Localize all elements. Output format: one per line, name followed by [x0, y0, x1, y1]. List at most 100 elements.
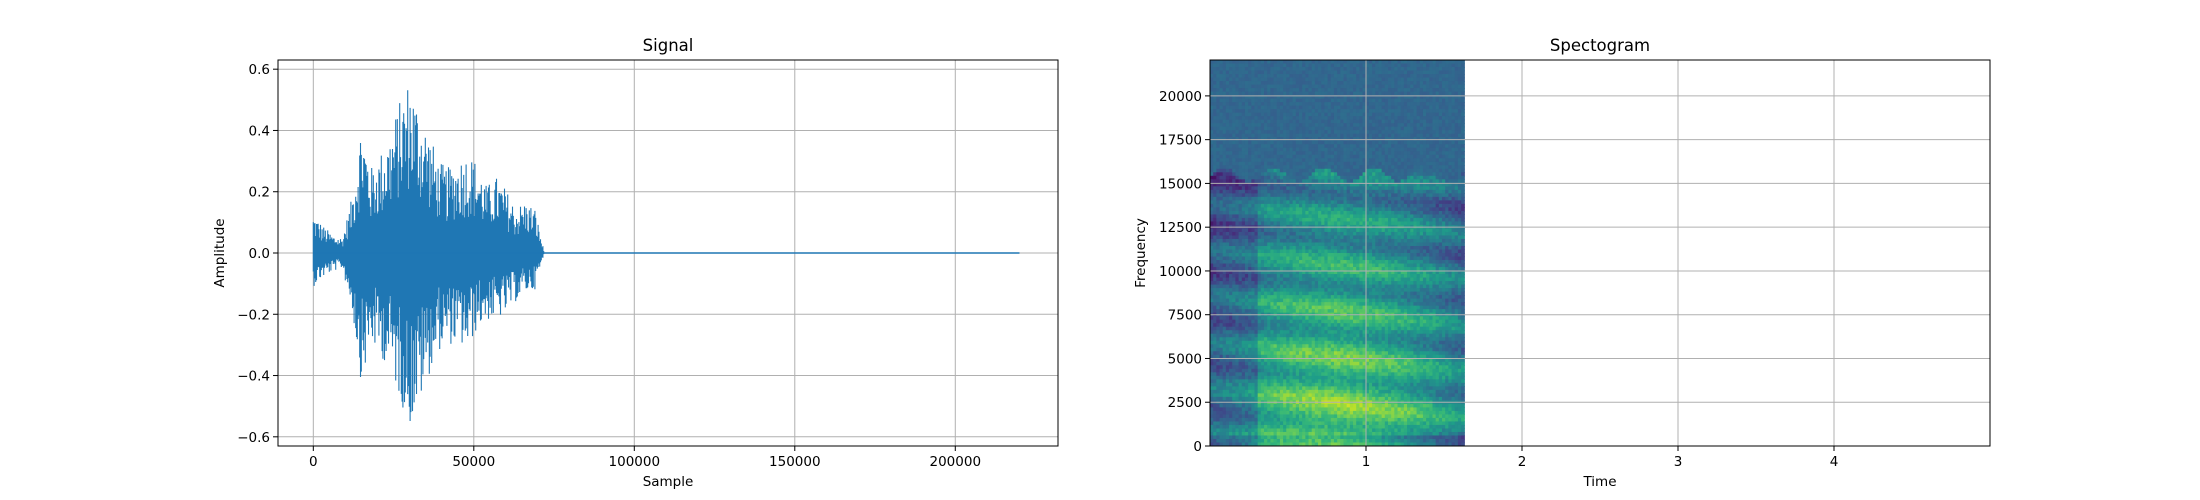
spectrogram-cell: [1283, 270, 1287, 275]
spectrogram-cell: [1216, 182, 1221, 187]
spectrogram-cell: [1267, 288, 1271, 293]
spectrogram-cell: [1314, 309, 1319, 314]
spectrogram-cell: [1299, 337, 1303, 342]
spectrogram-cell: [1222, 140, 1227, 145]
spectrogram-cell: [1299, 84, 1303, 89]
spectrogram-cell: [1286, 263, 1291, 268]
spectrogram-cell: [1248, 242, 1252, 247]
spectrogram-cell: [1219, 365, 1224, 370]
spectrogram-cell: [1225, 133, 1230, 138]
spectrogram-cell: [1267, 379, 1271, 384]
spectrogram-cell: [1299, 77, 1303, 82]
spectrogram-cell: [1235, 249, 1240, 254]
spectrogram-cell: [1292, 186, 1297, 191]
spectrogram-cell: [1219, 235, 1224, 240]
spectrogram-cell: [1264, 368, 1268, 373]
spectrogram-cell: [1244, 382, 1249, 387]
spectrogram-cell: [1311, 281, 1316, 286]
spectrogram-cell: [1251, 442, 1256, 446]
spectrogram-cell: [1289, 442, 1294, 446]
spectrogram-cell: [1264, 403, 1268, 408]
spectrogram-cell: [1210, 182, 1214, 187]
spectrogram-cell: [1299, 340, 1303, 345]
spectrogram-cell: [1251, 228, 1256, 233]
spectrogram-cell: [1238, 361, 1243, 366]
spectrogram-cell: [1302, 116, 1306, 121]
spectrogram-cell: [1257, 277, 1262, 282]
spectrogram-cell: [1238, 277, 1243, 282]
spectrogram-cell: [1235, 158, 1240, 163]
spectrogram-cell: [1299, 319, 1303, 324]
spectrogram-cell: [1257, 305, 1262, 310]
spectrogram-cell: [1295, 189, 1300, 194]
spectrogram-cell: [1295, 154, 1300, 159]
spectrogram-cell: [1222, 354, 1227, 359]
spectrogram-cell: [1264, 126, 1268, 131]
spectrogram-cell: [1225, 63, 1230, 68]
spectrogram-cell: [1305, 70, 1310, 75]
spectrogram-cell: [1273, 109, 1278, 114]
spectrogram-cell: [1260, 74, 1265, 79]
spectrogram-cell: [1302, 112, 1306, 117]
spectrogram-cell: [1260, 179, 1265, 184]
spectrogram-cell: [1238, 175, 1243, 180]
spectrogram-cell: [1289, 221, 1294, 226]
spectrogram-cell: [1267, 91, 1271, 96]
spectrogram-cell: [1254, 351, 1259, 356]
spectrogram-cell: [1273, 249, 1278, 254]
spectrogram-cell: [1311, 63, 1316, 68]
spectrogram-cell: [1286, 130, 1291, 135]
spectrogram-cell: [1292, 147, 1297, 152]
spectrogram-cell: [1308, 147, 1313, 152]
spectrogram-cell: [1248, 428, 1252, 433]
spectrogram-cell: [1276, 295, 1281, 300]
spectrogram-cell: [1219, 67, 1224, 72]
spectrogram-cell: [1244, 189, 1249, 194]
spectrogram-cell: [1232, 95, 1237, 100]
spectrogram-cell: [1222, 351, 1227, 356]
spectrogram-cell: [1308, 123, 1313, 128]
spectrogram-cell: [1222, 442, 1227, 446]
spectrogram-cell: [1225, 214, 1230, 219]
spectrogram-cell: [1308, 263, 1313, 268]
spectrogram-cell: [1213, 274, 1217, 279]
spectrogram-cell: [1232, 175, 1237, 180]
spectrogram-cell: [1222, 365, 1227, 370]
spectrogram-cell: [1264, 319, 1268, 324]
spectrogram-cell: [1235, 407, 1240, 412]
spectrogram-cell: [1225, 407, 1230, 412]
spectrogram-cell: [1270, 245, 1275, 251]
spectrogram-cell: [1219, 389, 1224, 394]
spectrogram-cell: [1273, 354, 1278, 359]
spectrogram-cell: [1279, 123, 1284, 128]
spectrogram-cell: [1216, 319, 1221, 324]
spectrogram-cell: [1314, 253, 1319, 258]
spectrogram-cell: [1222, 333, 1227, 338]
spectrogram-cell: [1292, 119, 1297, 124]
spectrogram-cell: [1311, 189, 1316, 194]
spectrogram-cell: [1235, 253, 1240, 258]
spectrogram-cell: [1283, 231, 1287, 237]
spectrogram-cell: [1248, 182, 1252, 187]
spectrogram-cell: [1248, 133, 1252, 138]
spectrogram-cell: [1238, 417, 1243, 423]
spectrogram-cell: [1225, 77, 1230, 82]
spectrogram-cell: [1222, 182, 1227, 187]
spectrogram-cell: [1232, 403, 1237, 408]
spectrogram-cell: [1308, 70, 1313, 75]
spectrogram-cell: [1283, 358, 1287, 363]
spectrogram-cell: [1210, 144, 1214, 149]
spectrogram-cell: [1292, 260, 1297, 265]
spectrogram-cell: [1216, 351, 1221, 356]
spectrogram-cell: [1267, 81, 1271, 86]
spectrogram-cell: [1267, 151, 1271, 156]
spectrogram-cell: [1314, 175, 1319, 180]
spectrogram-cell: [1232, 417, 1237, 423]
spectrogram-cell: [1273, 81, 1278, 86]
spectrogram-cell: [1279, 431, 1284, 437]
spectrogram-cell: [1311, 267, 1316, 272]
spectrogram-cell: [1279, 158, 1284, 163]
spectrogram-cell: [1216, 344, 1221, 349]
spectrogram-cell: [1248, 172, 1252, 177]
spectrogram-cell: [1229, 298, 1233, 303]
